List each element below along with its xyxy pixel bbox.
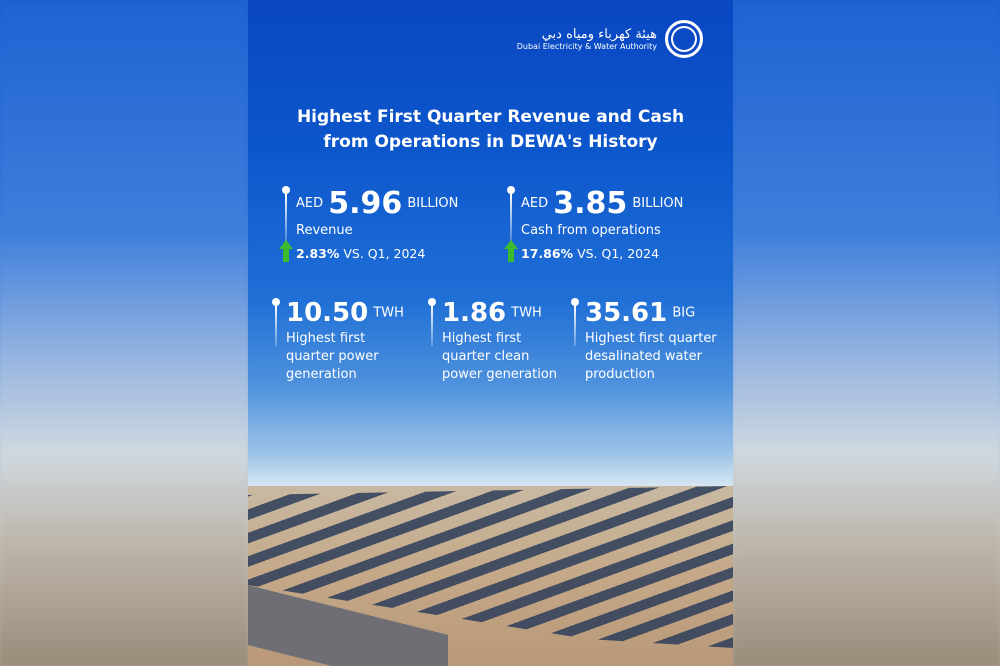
cash-stat: AED 3.85 BILLION Cash from operations 17… — [504, 186, 684, 262]
currency: AED — [296, 196, 324, 211]
page-title: Highest First Quarter Revenue and Cash f… — [248, 105, 733, 155]
stat-label: generation — [286, 367, 357, 382]
stat-value: 3.85 — [553, 186, 628, 221]
pin-icon — [571, 298, 579, 346]
pin-icon — [507, 186, 515, 242]
change-percent: 17.86% — [521, 246, 574, 261]
change-percent: 2.83% — [296, 246, 340, 261]
currency: AED — [521, 196, 549, 211]
logo-ring-icon — [665, 20, 703, 58]
infographic: هيئة كهرباء ومياه دبي Dubai Electricity … — [248, 0, 733, 666]
stat-value: 1.86 — [442, 298, 507, 328]
arrow-up-icon — [504, 240, 518, 262]
stat-value: 35.61 — [585, 298, 668, 328]
stat-label: production — [585, 367, 655, 382]
clean-power-stat: 1.86 TWH Highest first quarter clean power… — [428, 298, 558, 384]
stat-value: 10.50 — [286, 298, 369, 328]
stat-unit: TWH — [511, 305, 542, 321]
stat-value: 5.96 — [328, 186, 403, 221]
stat-label: quarter power — [286, 349, 379, 364]
stat-label: power generation — [442, 367, 558, 382]
power-generation-stat: 10.50 TWH Highest first quarter power gene… — [272, 298, 404, 384]
arrow-up-icon — [279, 240, 293, 262]
desalinated-water-stat: 35.61 BIG Highest first quarter desalinat… — [571, 298, 717, 384]
stat-label: Highest first — [442, 331, 522, 346]
logo-english: Dubai Electricity & Water Authority — [516, 42, 657, 51]
change-text: VS. Q1, 2024 — [343, 246, 426, 261]
stat-unit: BILLION — [407, 196, 459, 211]
stat-label: quarter clean — [442, 349, 530, 364]
blurred-background-left — [0, 0, 248, 666]
change-text: VS. Q1, 2024 — [577, 246, 660, 261]
stat-label: Highest first — [286, 331, 366, 346]
dewa-logo: هيئة كهرباء ومياه دبي Dubai Electricity … — [517, 20, 703, 58]
stat-unit: BILLION — [632, 196, 684, 211]
stat-label: Highest first quarter — [585, 331, 717, 346]
stat-label: Revenue — [296, 223, 353, 238]
stat-unit: TWH — [373, 305, 404, 321]
stat-unit: BIG — [672, 305, 696, 321]
stat-label: Cash from operations — [521, 223, 661, 238]
pin-icon — [428, 298, 436, 346]
blurred-background-right — [733, 0, 1000, 666]
title-line-2: from Operations in DEWA's History — [323, 132, 658, 152]
revenue-stat: AED 5.96 BILLION Revenue 2.83% VS. Q1, 2… — [279, 186, 459, 262]
logo-arabic: هيئة كهرباء ومياه دبي — [541, 27, 657, 42]
pin-icon — [282, 186, 290, 242]
title-line-1: Highest First Quarter Revenue and Cash — [296, 107, 685, 127]
pin-icon — [272, 298, 280, 346]
stat-label: desalinated water — [585, 349, 702, 364]
